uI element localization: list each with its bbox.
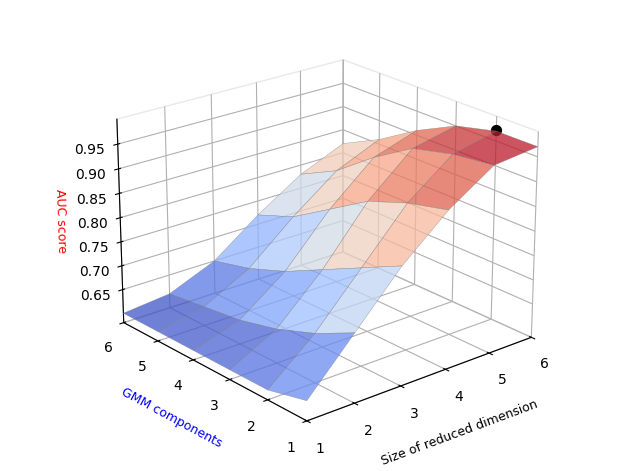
Y-axis label: GMM components: GMM components (119, 386, 224, 451)
X-axis label: Size of reduced dimension: Size of reduced dimension (380, 398, 540, 468)
